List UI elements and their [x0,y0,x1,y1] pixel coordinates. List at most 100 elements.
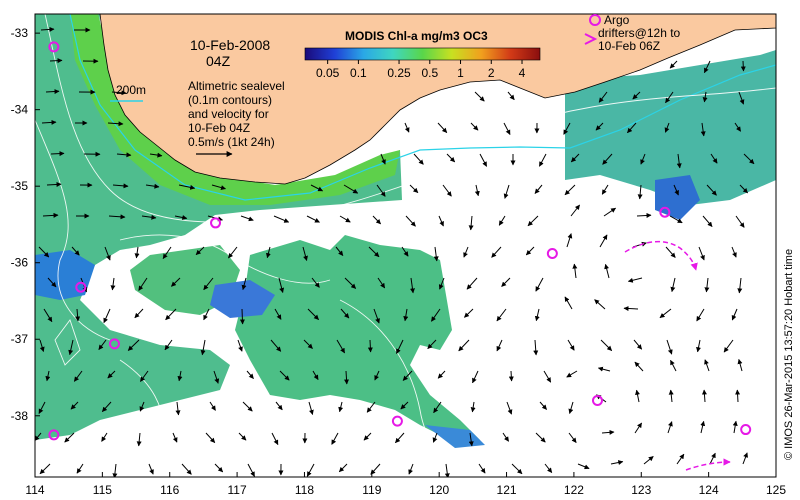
velocity-arrow [501,277,511,287]
velocity-arrow [273,215,290,223]
velocity-arrow [427,339,437,350]
colorbar-tick-label: 0.05 [316,66,340,80]
velocity-arrow [598,91,608,103]
velocity-arrow [666,339,673,355]
velocity-arrow [39,463,51,475]
argo-float-marker [108,338,120,350]
map-frame [34,13,777,478]
velocity-arrow [676,153,682,169]
velocity-arrow [213,370,220,384]
velocity-arrow [479,153,488,167]
velocity-arrow [577,463,590,470]
velocity-arrow [670,277,676,293]
velocity-arrow [409,184,419,194]
velocity-arrow [732,420,738,434]
argo-float-marker [740,424,752,436]
chlorophyll-east-swath [565,50,776,205]
velocity-arrow [164,339,173,351]
velocity-arrow [735,389,741,403]
chlorophyll-west-swath [35,14,402,440]
velocity-arrow [635,389,640,403]
colorbar-tick-label: 2 [488,66,495,80]
velocity-arrow [502,432,510,442]
velocity-arrow [368,246,380,258]
argo-float-marker [210,217,222,229]
velocity-arrow [68,339,74,356]
velocity-arrow [372,215,381,225]
argo-floats [48,41,752,441]
velocity-arrow [539,401,547,410]
velocity-arrow [636,212,652,218]
velocity-arrow [165,308,177,321]
contour-legend: 200m [110,83,146,102]
velocity-arrow [506,401,513,415]
velocity-arrow [466,277,478,290]
velocity-arrow [659,308,672,319]
velocity-arrow [45,370,51,382]
velocity-arrow [344,370,350,385]
latitude-axis: -33 -34 -35 -36 -37 -38 [11,26,40,423]
velocity-arrow [42,212,59,218]
velocity-arrow [148,463,154,475]
argo-legend-line-3: 10-Feb 06Z [598,39,660,53]
argo-float-marker [659,206,671,218]
description-block: Altimetric sealevel (0.1m contours) and … [188,79,285,157]
velocity-arrow [174,215,188,220]
velocity-arrow [633,339,643,350]
description-line-4: 10-Feb 04Z [188,121,250,135]
argo-float-marker [48,429,60,441]
velocity-arrow [112,463,118,477]
velocity-arrow [704,359,710,372]
argo-float-marker [391,415,403,427]
longitude-tick-label: 118 [295,483,314,497]
argo-track-south [685,458,731,471]
land-mass [99,14,776,185]
colorbar-tick-label: 0.1 [350,66,367,80]
velocity-arrow [312,370,319,381]
velocity-arrow [535,432,546,443]
velocity-arrow [735,215,745,228]
date-label: 10-Feb-2008 [190,37,270,53]
velocity-arrow [627,122,637,134]
velocity-arrow [700,122,706,137]
velocity-arrow [696,339,701,353]
velocity-arrow [241,277,247,291]
velocity-arrow [403,308,409,322]
velocity-arrow [237,339,243,352]
velocity-arrow [367,339,373,353]
velocity-arrow [731,246,737,258]
velocity-arrow [632,91,641,100]
velocity-arrow [38,401,46,414]
velocity-arrow [203,277,214,291]
velocity-arrow [437,370,446,379]
velocity-arrow [41,119,57,125]
longitude-tick-label: 122 [564,483,584,497]
velocity-arrow [474,184,480,197]
longitude-tick-label: 123 [631,483,651,497]
velocity-arrow [496,339,503,352]
velocity-scale-label: 0.5m/s (1kt 24h) [188,135,275,149]
velocity-arrow [599,234,608,248]
velocity-arrow [49,58,63,64]
velocity-arrow [438,277,445,290]
velocity-arrow [570,153,580,163]
velocity-arrow [275,401,283,411]
velocity-arrow [533,339,539,356]
argo-legend-marker [589,14,601,26]
velocity-arrow [442,184,452,197]
velocity-arrow [408,463,414,475]
velocity-arrow [643,456,654,465]
velocity-arrow [306,463,315,477]
argo-float-marker [546,248,558,260]
velocity-arrow [564,296,573,310]
velocity-arrow [103,308,111,324]
velocity-arrow [238,432,247,441]
velocity-arrow [110,277,116,291]
velocity-arrow [274,308,282,320]
velocity-arrow [623,306,639,312]
chlorophyll-central-patch [235,235,480,445]
velocity-arrow [101,432,108,442]
velocity-arrow [134,308,144,319]
velocity-arrow [597,366,611,372]
